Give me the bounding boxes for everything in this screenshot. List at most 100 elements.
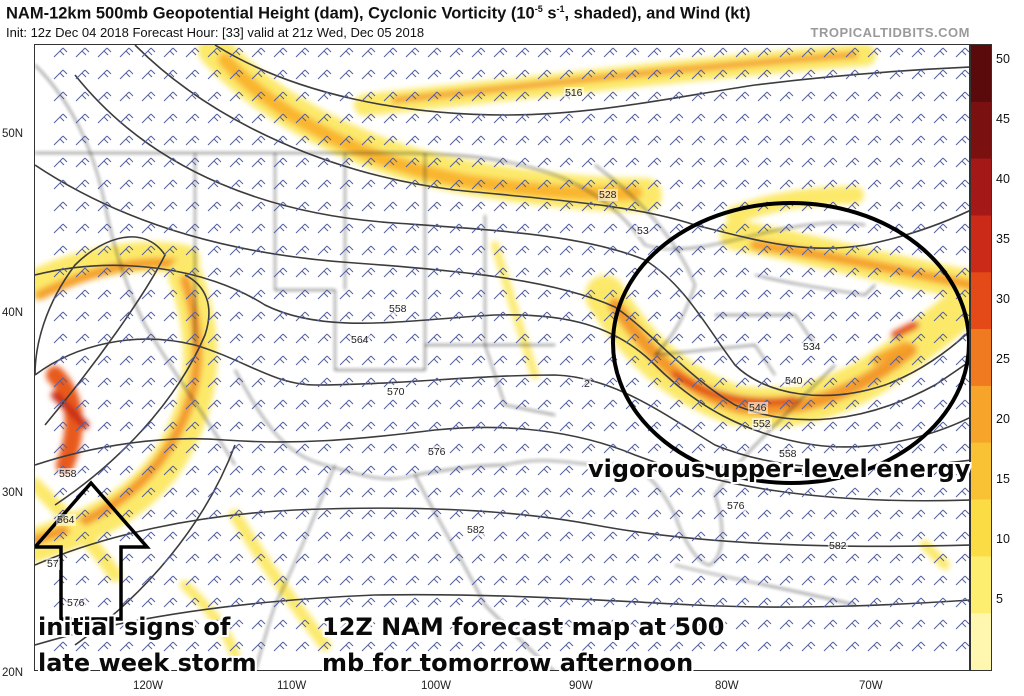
wind-barb	[273, 179, 288, 190]
wind-barb	[757, 619, 772, 630]
wind-barb	[339, 619, 354, 630]
wind-barb	[845, 619, 860, 630]
wind-barb	[691, 399, 706, 410]
wind-barb	[911, 531, 926, 542]
wind-barb	[801, 267, 816, 278]
wind-barb	[669, 619, 684, 630]
wind-barb	[405, 333, 420, 344]
wind-barb	[141, 465, 156, 476]
wind-barb	[427, 531, 442, 542]
wind-barb	[339, 157, 354, 168]
wind-barb	[713, 509, 728, 520]
wind-barb	[317, 311, 332, 322]
wind-barb	[867, 377, 882, 388]
wind-barb	[955, 465, 969, 476]
wind-barb	[273, 113, 288, 124]
wind-barb	[845, 179, 860, 190]
site-brand: TROPICALTIDBITS.COM	[810, 25, 970, 40]
wind-barb	[801, 113, 816, 124]
wind-barb	[361, 641, 376, 652]
wind-barb	[603, 509, 618, 520]
wind-barb	[361, 377, 376, 388]
wind-barb	[405, 245, 420, 256]
wind-barb	[273, 157, 288, 168]
colorbar-swatch	[971, 556, 991, 615]
wind-barb	[207, 179, 222, 190]
wind-barb	[185, 641, 200, 652]
wind-barb	[427, 311, 442, 322]
wind-barb	[207, 399, 222, 410]
wind-barb	[779, 465, 794, 476]
wind-barb	[185, 421, 200, 432]
wind-barb	[691, 553, 706, 564]
wind-barb	[537, 619, 552, 630]
wind-barb	[493, 267, 508, 278]
wind-barb	[889, 531, 904, 542]
wind-barb	[97, 267, 112, 278]
wind-barb	[405, 69, 420, 80]
wind-barb	[75, 267, 90, 278]
wind-barb	[273, 575, 288, 586]
wind-barb	[911, 267, 926, 278]
wind-barb	[669, 575, 684, 586]
wind-barb	[581, 245, 596, 256]
lon-label-80w: 80W	[715, 680, 739, 692]
wind-barb	[801, 355, 816, 366]
wind-barb	[757, 333, 772, 344]
wind-barb	[493, 223, 508, 234]
wind-barb	[295, 333, 310, 344]
wind-barb	[779, 113, 794, 124]
wind-barb	[537, 179, 552, 190]
wind-barb	[295, 465, 310, 476]
wind-barb	[361, 245, 376, 256]
wind-barb	[735, 135, 750, 146]
wind-barb	[295, 135, 310, 146]
wind-barb	[229, 311, 244, 322]
colorbar-swatch	[971, 499, 991, 558]
wind-barb	[119, 333, 134, 344]
wind-barb	[97, 201, 112, 212]
wind-barb	[889, 509, 904, 520]
wind-barb	[493, 157, 508, 168]
wind-barb	[559, 421, 574, 432]
wind-barb	[867, 399, 882, 410]
wind-barb	[757, 355, 772, 366]
wind-barb	[933, 333, 948, 344]
wind-barb	[141, 113, 156, 124]
wind-barb	[317, 135, 332, 146]
wind-barb	[955, 245, 969, 256]
wind-barb	[53, 135, 68, 146]
wind-barb	[867, 641, 882, 652]
wind-barb	[911, 399, 926, 410]
wind-barb	[383, 289, 398, 300]
wind-barb	[449, 157, 464, 168]
wind-barb	[361, 509, 376, 520]
wind-barb	[251, 223, 266, 234]
wind-barb	[691, 245, 706, 256]
wind-barb	[493, 575, 508, 586]
wind-barb	[933, 421, 948, 432]
wind-barb	[823, 509, 838, 520]
wind-barb	[339, 113, 354, 124]
wind-barb	[955, 113, 969, 124]
wind-barb	[97, 91, 112, 102]
wind-barb	[647, 223, 662, 234]
colorbar-swatch	[971, 385, 991, 444]
wind-barb	[207, 597, 222, 608]
wind-barb	[647, 157, 662, 168]
wind-barb	[911, 553, 926, 564]
wind-barb	[273, 399, 288, 410]
wind-barb	[493, 69, 508, 80]
wind-barb	[251, 91, 266, 102]
wind-barb	[581, 47, 596, 58]
wind-barb	[273, 641, 288, 652]
wind-barb	[251, 201, 266, 212]
wind-barb	[405, 509, 420, 520]
wind-barb	[933, 91, 948, 102]
wind-barb	[317, 597, 332, 608]
wind-barb	[273, 465, 288, 476]
wind-barb	[383, 91, 398, 102]
wind-barb	[713, 135, 728, 146]
wind-barb	[229, 641, 244, 652]
wind-barb	[603, 289, 618, 300]
